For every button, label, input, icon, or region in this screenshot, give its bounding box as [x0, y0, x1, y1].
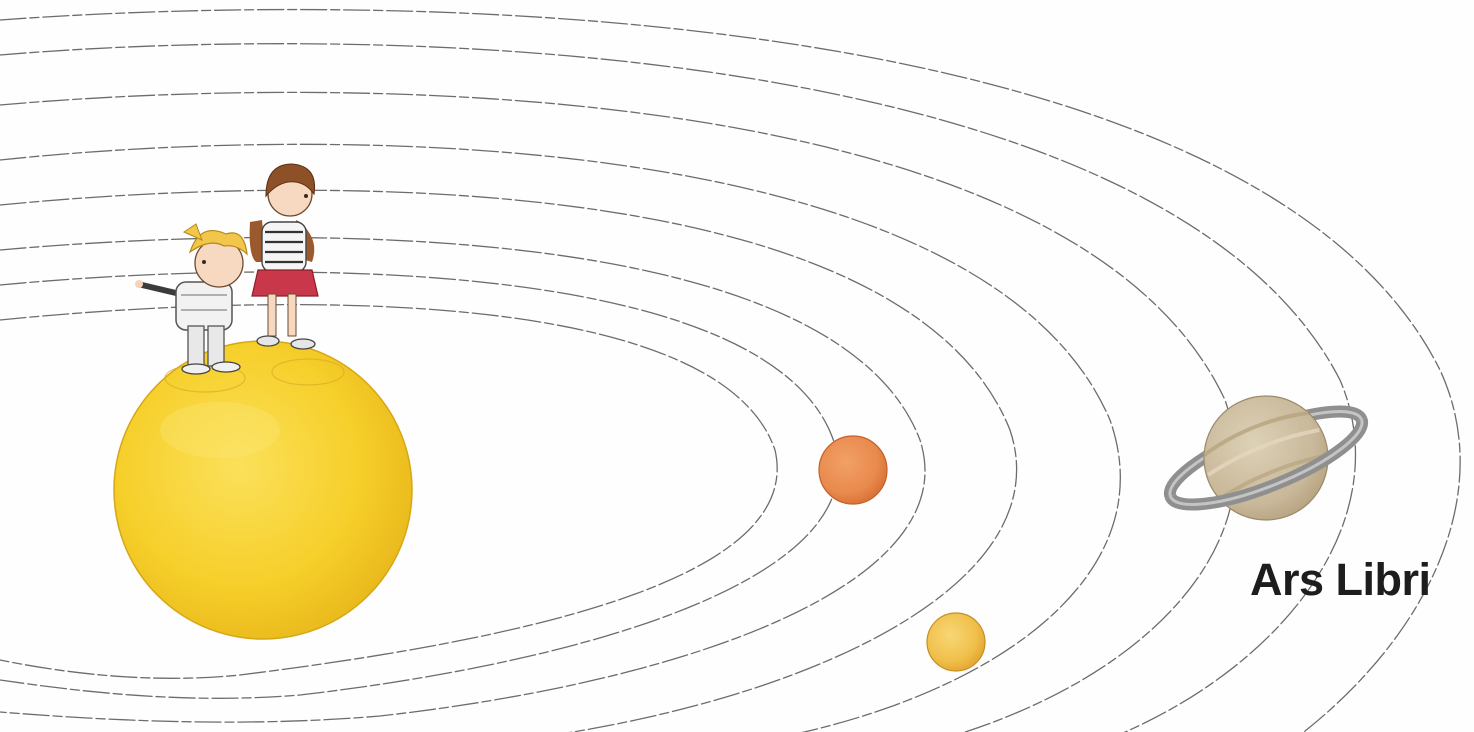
red-planet-icon	[818, 435, 888, 505]
small-planet-icon	[926, 612, 986, 672]
orbit-line	[0, 43, 1357, 732]
orbit-line	[0, 236, 926, 723]
orbit-line	[0, 143, 1121, 732]
orbit-line	[0, 8, 1461, 732]
sun-planet-icon	[113, 340, 413, 640]
girl-figure	[249, 163, 319, 350]
brand-label: Ars Libri	[1250, 554, 1431, 605]
ringed-planet-icon	[1163, 395, 1369, 521]
orbit-line	[0, 271, 839, 699]
orbit-line	[0, 303, 778, 679]
orbit-line	[0, 189, 1018, 732]
orbit-line	[0, 91, 1237, 732]
orbit-lines	[0, 8, 1461, 732]
boy-figure	[135, 223, 248, 375]
